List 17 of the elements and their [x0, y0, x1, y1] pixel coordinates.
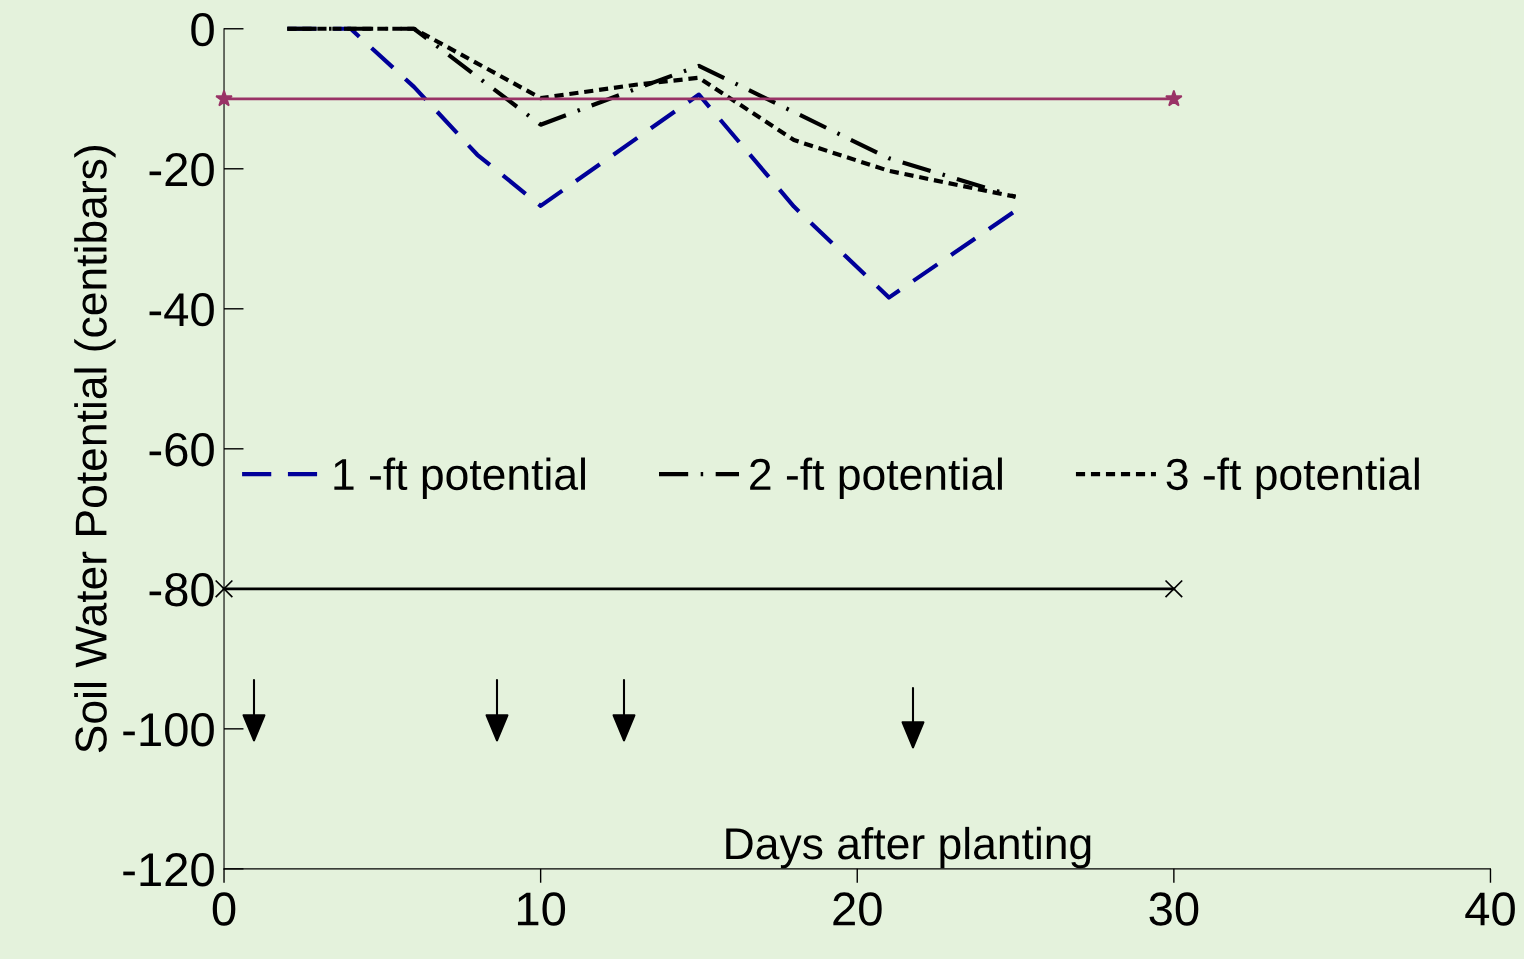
y-tick-label: -20 [149, 152, 214, 187]
y-tick-label: -80 [149, 572, 214, 607]
x-tick-label: 20 [833, 892, 882, 926]
x-tick-label: 10 [517, 892, 566, 926]
legend-label: 1 -ft potential [334, 457, 585, 499]
x-tick-label: 30 [1149, 892, 1199, 926]
y-tick-label: -40 [149, 292, 214, 327]
x-tick-label: 0 [212, 892, 236, 926]
y-tick-label: -120 [123, 852, 214, 887]
y-tick-label: 0 [191, 12, 214, 47]
legend-label: 2 -ft potential [750, 457, 1002, 499]
y-axis-title: Soil Water Potential (centibars) [74, 146, 116, 753]
x-tick-label: 40 [1465, 892, 1515, 926]
legend-label: 3 -ft potential [1166, 457, 1419, 499]
y-tick-label: -100 [123, 712, 214, 747]
x-axis-title: Days after planting [726, 826, 1091, 869]
y-tick-label: -60 [149, 432, 214, 467]
